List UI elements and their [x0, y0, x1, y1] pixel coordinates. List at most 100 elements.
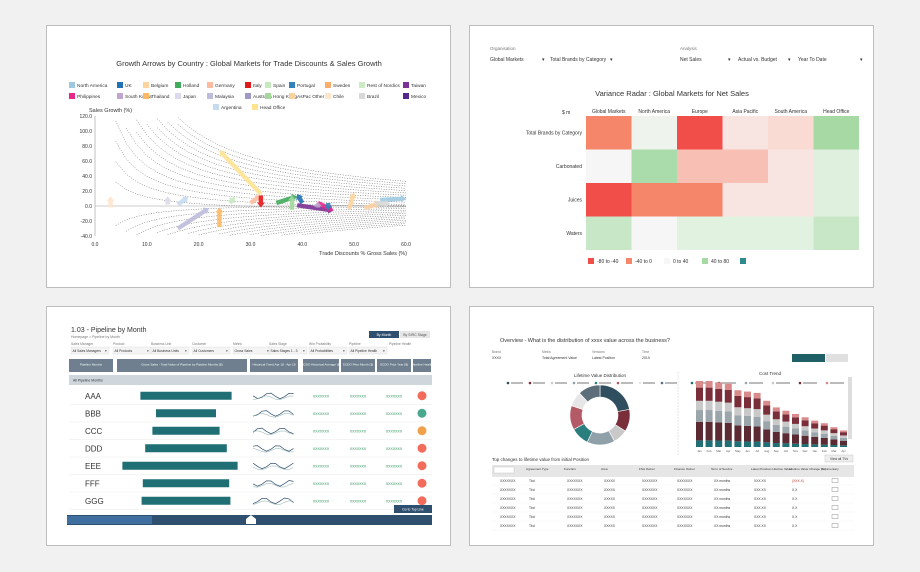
filter-value[interactable]: Latest Position: [592, 356, 615, 360]
compare-select[interactable]: Actual vs. Budget: [738, 57, 778, 63]
cost-bar-segment: [820, 425, 828, 431]
chevron-down-icon[interactable]: ▾: [383, 349, 385, 353]
heatmap-cell[interactable]: [722, 149, 769, 184]
comment-icon[interactable]: [831, 478, 839, 483]
brand-chevron-icon[interactable]: ▾: [610, 57, 613, 63]
heatmap-cell[interactable]: [586, 183, 632, 217]
donut-slice[interactable]: [579, 384, 601, 403]
chevron-down-icon[interactable]: ▾: [105, 349, 107, 353]
by-month-button[interactable]: [369, 331, 399, 338]
chevron-down-icon[interactable]: ▾: [185, 349, 187, 353]
heatmap-cell[interactable]: [586, 116, 632, 150]
filter-value[interactable]: 2019: [642, 356, 650, 360]
heatmap-cell[interactable]: [813, 183, 860, 217]
chevron-down-icon[interactable]: ▾: [343, 349, 345, 353]
filter-value[interactable]: XXXX: [492, 356, 502, 360]
heatmap-cell[interactable]: [677, 149, 723, 184]
filter-select[interactable]: [70, 346, 110, 355]
heatmap-cell[interactable]: [768, 183, 814, 217]
iso-curve-upper: [115, 161, 407, 208]
heatmap-cell[interactable]: [677, 183, 723, 217]
comment-icon[interactable]: [831, 514, 839, 519]
heatmap-cell[interactable]: [813, 149, 860, 184]
period-chevron-icon[interactable]: ▾: [860, 57, 863, 63]
legend-label: Brazil: [367, 94, 379, 100]
table-cell: XXXXX: [604, 524, 616, 528]
toggle-primary-button[interactable]: [792, 354, 825, 362]
legend-swatch: [245, 93, 251, 99]
filter-select[interactable]: [191, 346, 231, 355]
heatmap-cell[interactable]: [586, 149, 632, 184]
filter-value[interactable]: Total Agreement Value: [542, 356, 577, 360]
heatmap-cell[interactable]: [768, 116, 814, 150]
trend-sparkline: [252, 427, 294, 435]
back-to-top-button[interactable]: [394, 505, 432, 513]
pipeline-bar[interactable]: [145, 444, 227, 453]
heatmap-cell[interactable]: [813, 216, 860, 251]
heatmap-cell[interactable]: [722, 116, 769, 150]
org-select[interactable]: Global Markets: [490, 57, 524, 63]
pipeline-bar[interactable]: [156, 409, 216, 418]
legend-swatch: [359, 93, 365, 99]
pipeline-bar[interactable]: [141, 496, 231, 505]
filter-select[interactable]: [348, 346, 388, 355]
by-stage-label: By SIRC Stage: [403, 333, 427, 337]
chevron-down-icon[interactable]: ▾: [147, 349, 149, 353]
by-stage-button[interactable]: [400, 331, 430, 338]
column-header: Head Office: [823, 109, 850, 115]
filter-select[interactable]: [308, 346, 348, 355]
compare-chevron-icon[interactable]: ▾: [788, 57, 791, 63]
measure-chevron-icon[interactable]: ▾: [728, 57, 731, 63]
cost-bar-segment: [820, 444, 828, 447]
brand-select[interactable]: Total Brands by Category: [550, 57, 607, 63]
heatmap-cell[interactable]: [631, 149, 678, 184]
comment-icon[interactable]: [831, 505, 839, 510]
view-all-button[interactable]: [824, 454, 854, 463]
heatmap-cell[interactable]: [631, 116, 678, 150]
chevron-down-icon[interactable]: ▾: [226, 349, 228, 353]
heatmap-cell[interactable]: [722, 183, 769, 217]
chevron-down-icon[interactable]: ▾: [267, 349, 269, 353]
cost-chart: Jan Feb Mar Apr May Jun Jul Aug Sep Oct Nov Dec Jan F…: [690, 377, 852, 453]
toggle-secondary-button[interactable]: [826, 354, 848, 362]
heatmap-cell[interactable]: [586, 216, 632, 251]
cost-bar-segment: [734, 441, 742, 447]
org-chevron-icon[interactable]: ▾: [542, 57, 545, 63]
breadcrumb[interactable]: Homepage > Pipeline by Month: [71, 335, 120, 339]
legend-dot: [594, 381, 598, 385]
donut-slice[interactable]: [599, 384, 630, 412]
health-indicator: [417, 408, 427, 418]
filter-select[interactable]: [150, 346, 190, 355]
pipeline-bar[interactable]: [152, 426, 220, 435]
table-header-cell: Term of Service: [711, 467, 733, 471]
row-label: EEE: [85, 462, 101, 471]
y-tick-label: 80.0: [82, 144, 92, 150]
heatmap-cell[interactable]: [677, 216, 723, 251]
scrollbar[interactable]: [848, 377, 852, 439]
heatmap-cell[interactable]: [768, 149, 814, 184]
y-tick-label: -20.0: [81, 219, 93, 225]
heatmap-cell[interactable]: [813, 116, 860, 150]
heatmap-cell[interactable]: [677, 116, 723, 150]
home-icon[interactable]: [246, 515, 256, 524]
comment-icon[interactable]: [831, 523, 839, 528]
table-filter-input[interactable]: [493, 466, 515, 474]
pipeline-bar[interactable]: [122, 461, 238, 470]
comment-icon[interactable]: [831, 487, 839, 492]
x-tick-label: Jan: [812, 449, 817, 453]
filter-select[interactable]: [268, 346, 308, 355]
heatmap-cell[interactable]: [631, 183, 678, 217]
pipeline-bar[interactable]: [142, 479, 230, 488]
legend-label-placeholder: [749, 382, 763, 384]
comment-icon[interactable]: [831, 496, 839, 501]
legend-label: Rest of Nordics: [367, 83, 400, 89]
measure-select[interactable]: Net Sales: [680, 57, 702, 63]
heatmap-cell[interactable]: [631, 216, 678, 251]
growth-arrow: [106, 196, 115, 208]
heatmap-cell[interactable]: [722, 216, 769, 251]
period-select[interactable]: Year To Date: [798, 57, 827, 63]
pipeline-bar[interactable]: [140, 391, 232, 400]
chevron-down-icon[interactable]: ▾: [303, 349, 305, 353]
cost-bar-segment: [763, 400, 771, 406]
heatmap-cell[interactable]: [768, 216, 814, 251]
